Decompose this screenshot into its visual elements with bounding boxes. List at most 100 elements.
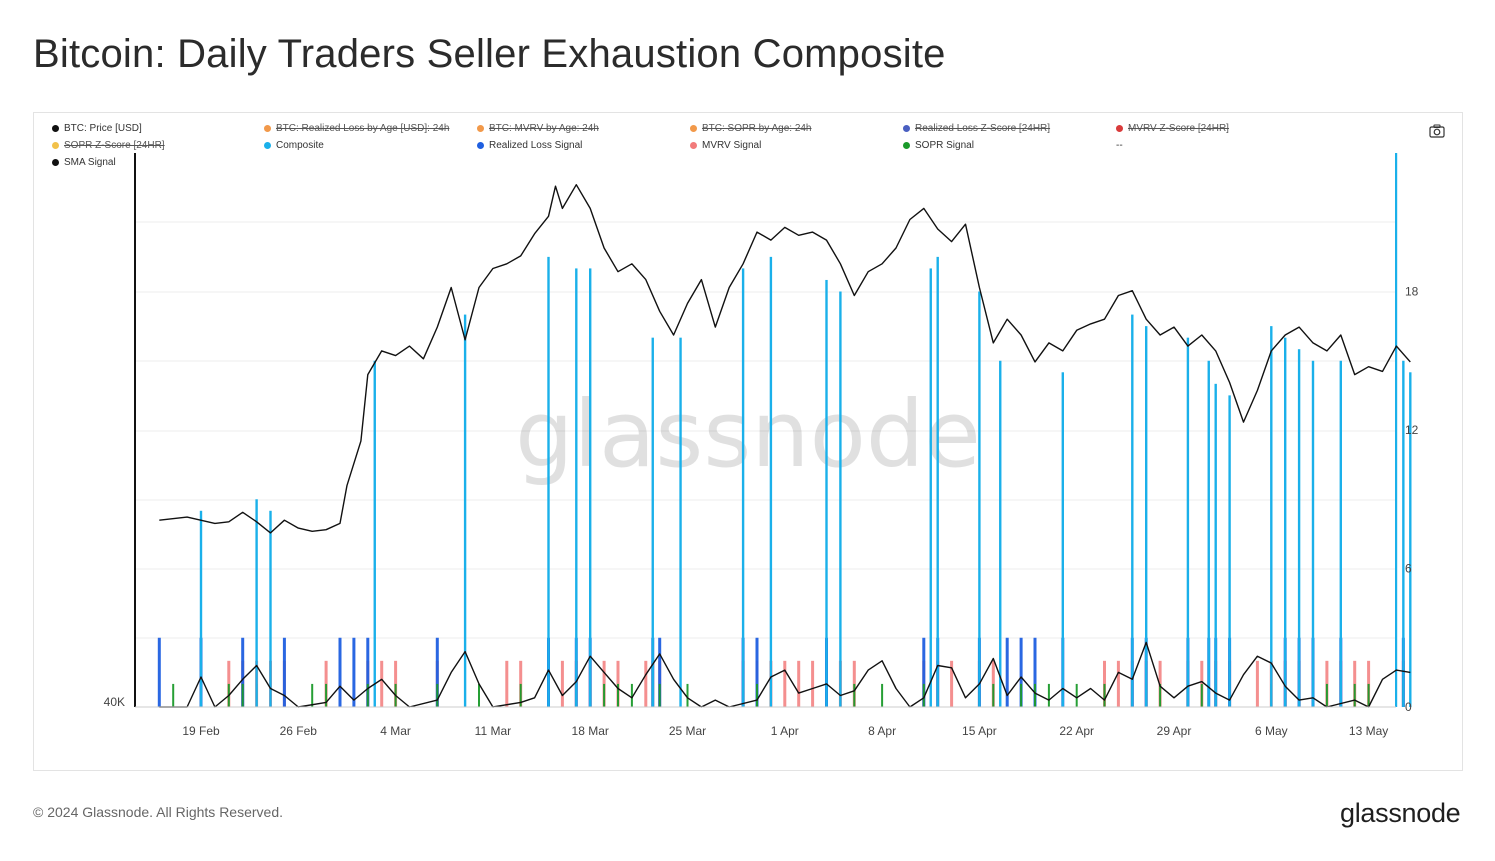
- legend-label: SMA Signal: [64, 156, 116, 168]
- left-tick-label: 40K: [104, 695, 125, 709]
- legend-item-12[interactable]: SMA Signal: [52, 155, 116, 169]
- signal-bar: [1200, 683, 1203, 707]
- composite-bars: [199, 153, 1412, 707]
- legend-item-10[interactable]: SOPR Signal: [903, 138, 974, 152]
- signal-bar: [1103, 660, 1106, 707]
- signal-bar: [1325, 660, 1329, 707]
- legend-dot: [477, 141, 484, 149]
- composite-bar: [269, 510, 272, 707]
- legend-label: SOPR Z-Score [24HR]: [64, 139, 165, 151]
- signal-bar: [1200, 660, 1204, 707]
- signal-bar: [991, 660, 995, 707]
- signal-bar: [1075, 683, 1078, 707]
- signal-bar: [366, 637, 370, 707]
- signal-bar: [1367, 683, 1370, 707]
- signal-bar: [686, 683, 689, 707]
- legend-item-11[interactable]: --: [1116, 138, 1123, 152]
- legend-item-4[interactable]: Realized Loss Z-Score [24HR]: [903, 121, 1050, 135]
- signal-bar: [617, 683, 619, 707]
- composite-bar: [978, 291, 981, 707]
- signal-bar: [616, 660, 620, 707]
- signal-bar: [519, 683, 522, 707]
- legend-item-6[interactable]: SOPR Z-Score [24HR]: [52, 138, 165, 152]
- signal-bar: [658, 637, 662, 707]
- legend-dot: [477, 124, 484, 132]
- composite-bar: [1339, 360, 1342, 707]
- x-tick-label: 11 Mar: [475, 724, 511, 738]
- signal-bar: [922, 637, 926, 707]
- legend-item-5[interactable]: MVRV Z-Score [24HR]: [1116, 121, 1229, 135]
- legend-item-0[interactable]: BTC: Price [USD]: [52, 121, 142, 135]
- composite-edge-bar: [1395, 153, 1398, 707]
- composite-bar: [999, 360, 1002, 707]
- legend-item-2[interactable]: BTC: MVRV by Age: 24h: [477, 121, 599, 135]
- signal-bar: [1034, 683, 1036, 707]
- signal-bar: [644, 660, 648, 707]
- glassnode-logo: glassnode: [1340, 798, 1461, 828]
- composite-bar: [651, 337, 654, 707]
- composite-bar: [1402, 360, 1405, 707]
- signal-bar: [658, 683, 661, 707]
- signal-bar: [852, 660, 856, 707]
- composite-bar: [575, 268, 578, 707]
- composite-bar: [1145, 326, 1148, 707]
- composite-bar: [1207, 360, 1210, 707]
- legend-label: --: [1116, 139, 1123, 151]
- signal-bar: [1033, 637, 1037, 707]
- axes: 19 Feb 26 Feb 4 Mar 11 Mar 18 Mar 25 Mar 1 Apr…: [104, 153, 1419, 738]
- copyright-text: © 2024 Glassnode. All Rights Reserved.: [33, 804, 284, 820]
- signal-bar: [519, 660, 523, 707]
- legend-label: BTC: MVRV by Age: 24h: [489, 122, 599, 134]
- signal-bar: [1005, 637, 1009, 707]
- legend-dot: [690, 124, 697, 132]
- legend-item-9[interactable]: MVRV Signal: [690, 138, 761, 152]
- signal-bar: [560, 660, 564, 707]
- legend-item-3[interactable]: BTC: SOPR by Age: 24h: [690, 121, 812, 135]
- composite-bar: [199, 510, 203, 707]
- signal-bar: [338, 637, 342, 707]
- legend-label: MVRV Signal: [702, 139, 762, 151]
- signal-bar: [478, 683, 480, 707]
- legend-dot: [903, 141, 910, 149]
- right-tick-label: 18: [1405, 285, 1419, 299]
- composite-bar: [769, 256, 773, 707]
- x-tick-label: 25 Mar: [669, 724, 706, 738]
- legend-item-1[interactable]: BTC: Realized Loss by Age [USD]: 24h: [264, 121, 449, 135]
- right-tick-label: 6: [1405, 562, 1412, 576]
- signal-bar: [311, 683, 314, 707]
- signal-bar: [1019, 637, 1023, 707]
- signal-bar: [227, 660, 231, 707]
- sma-signal-line: [159, 641, 1411, 708]
- legend-item-7[interactable]: Composite: [264, 138, 324, 152]
- legend-label: SOPR Signal: [915, 139, 974, 151]
- signal-bar: [881, 683, 884, 707]
- legend-dot: [52, 158, 59, 166]
- signal-bar: [950, 660, 954, 707]
- chart-legend: BTC: Price [USD] BTC: Realized Loss by Ag…: [52, 121, 1302, 171]
- signal-bar: [1353, 660, 1357, 707]
- composite-bar: [679, 337, 682, 707]
- x-tick-label: 29 Apr: [1157, 724, 1192, 738]
- legend-dot: [903, 124, 910, 132]
- x-tick-label: 26 Feb: [280, 724, 318, 738]
- camera-icon[interactable]: [1429, 124, 1445, 138]
- x-tick-label: 13 May: [1349, 724, 1388, 738]
- x-tick-label: 18 Mar: [572, 724, 609, 738]
- grid-lines: [135, 221, 1396, 639]
- composite-bar: [255, 499, 258, 707]
- legend-item-8[interactable]: Realized Loss Signal: [477, 138, 582, 152]
- composite-bar: [547, 256, 550, 707]
- composite-bar: [741, 268, 745, 707]
- signal-bar: [380, 660, 384, 707]
- right-tick-label: 12: [1405, 423, 1419, 437]
- right-tick-label: 0: [1405, 700, 1412, 714]
- signal-bar: [630, 683, 633, 707]
- signal-bar: [922, 683, 925, 707]
- composite-bar: [373, 360, 376, 707]
- signal-bar: [325, 683, 328, 707]
- composite-bar: [1061, 372, 1064, 707]
- x-tick-label: 22 Apr: [1059, 724, 1094, 738]
- signal-bar: [1020, 683, 1023, 707]
- composite-bar: [1214, 383, 1217, 707]
